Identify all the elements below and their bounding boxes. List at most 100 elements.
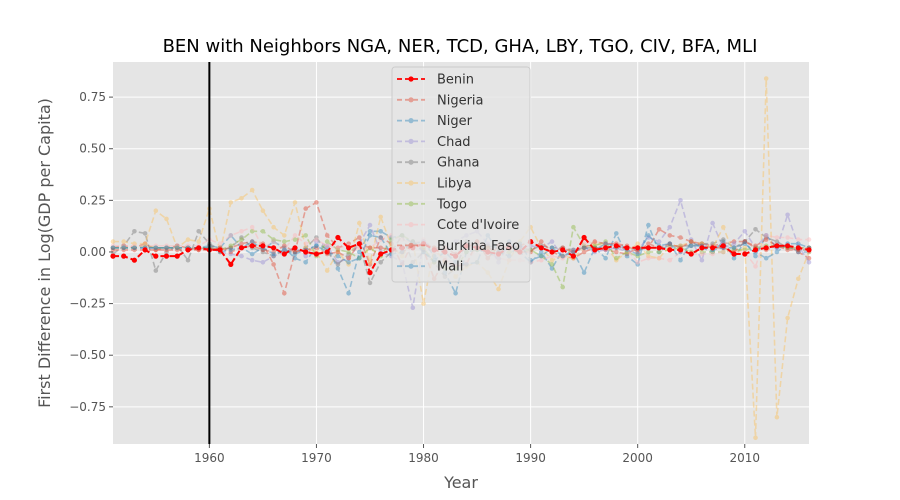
y-tick-label: −0.75 (69, 400, 106, 414)
data-point (592, 241, 598, 246)
chart-title: BEN with Neighbors NGA, NER, TCD, GHA, L… (163, 36, 758, 57)
data-point (260, 208, 266, 213)
data-point (614, 231, 619, 236)
data-point (292, 249, 298, 255)
data-point (646, 249, 651, 255)
data-point (710, 249, 715, 255)
data-point (282, 247, 287, 253)
data-point (292, 233, 298, 238)
data-point (164, 245, 169, 251)
data-point (581, 245, 587, 251)
data-point (110, 245, 116, 251)
data-point (303, 245, 309, 251)
data-point (239, 229, 244, 234)
data-point (335, 262, 341, 267)
data-point (667, 241, 673, 246)
data-point (753, 253, 758, 259)
data-point (324, 243, 330, 249)
data-point (721, 237, 726, 242)
data-point (282, 243, 287, 249)
data-point (185, 243, 191, 249)
data-point (571, 247, 576, 253)
x-tick-label: 2000 (622, 451, 653, 465)
data-point (763, 233, 769, 238)
data-point (656, 255, 662, 261)
data-point (142, 231, 148, 236)
data-point (603, 241, 608, 246)
legend-label: Burkina Faso (437, 239, 520, 254)
data-point (282, 247, 287, 253)
data-point (581, 270, 587, 275)
data-point (110, 245, 116, 251)
data-point (313, 251, 319, 257)
data-point (581, 243, 587, 249)
data-point (721, 249, 726, 255)
data-point (324, 233, 330, 238)
data-point (646, 241, 651, 246)
data-point (656, 249, 662, 255)
data-point (785, 235, 790, 240)
data-point (271, 253, 276, 259)
legend-item-ghana (397, 159, 425, 165)
data-point (260, 229, 266, 234)
data-point (549, 245, 555, 251)
data-point (121, 243, 126, 249)
data-point (742, 251, 748, 257)
data-point (164, 247, 169, 253)
data-point (806, 247, 812, 253)
data-point (174, 245, 180, 251)
legend-swatch-marker (408, 76, 414, 82)
data-point (228, 245, 234, 251)
data-point (624, 251, 630, 257)
data-point (174, 243, 180, 249)
data-point (796, 249, 801, 255)
data-point (324, 268, 330, 273)
data-point (153, 245, 159, 251)
legend-swatch-marker (408, 263, 414, 269)
data-point (560, 284, 565, 290)
data-point (163, 253, 170, 259)
data-point (378, 260, 384, 265)
data-point (720, 243, 726, 249)
data-point (121, 243, 126, 249)
data-point (121, 239, 126, 244)
data-point (239, 196, 244, 201)
data-point (271, 224, 276, 230)
data-point (303, 233, 309, 238)
data-point (153, 247, 159, 253)
data-point (763, 233, 769, 238)
data-point (282, 239, 287, 244)
data-point (164, 245, 169, 251)
data-point (346, 255, 351, 261)
data-point (742, 229, 748, 234)
data-point (164, 245, 169, 251)
data-point (153, 247, 159, 253)
data-point (335, 245, 341, 251)
data-point (228, 200, 234, 205)
x-tick-label: 1960 (194, 451, 225, 465)
data-point (282, 247, 287, 253)
data-point (185, 237, 191, 242)
data-point (656, 239, 662, 244)
data-point (549, 249, 555, 255)
y-tick-label: 0.75 (79, 90, 106, 104)
data-point (796, 249, 801, 255)
data-point (656, 249, 662, 255)
data-point (763, 235, 769, 240)
data-point (581, 249, 587, 255)
data-point (699, 241, 705, 246)
y-axis: −0.75 −0.50 −0.25 0.00 0.25 0.50 0.75 (69, 90, 113, 414)
data-point (763, 76, 769, 81)
data-point (678, 198, 683, 203)
data-point (292, 200, 298, 205)
data-point (753, 227, 758, 232)
data-point (121, 247, 126, 253)
data-point (378, 235, 384, 240)
legend-label: Benin (437, 73, 474, 88)
data-point (292, 251, 298, 257)
data-point (731, 247, 737, 253)
data-point (688, 239, 694, 244)
data-point (774, 249, 780, 255)
data-point (196, 239, 201, 244)
data-point (153, 268, 159, 273)
